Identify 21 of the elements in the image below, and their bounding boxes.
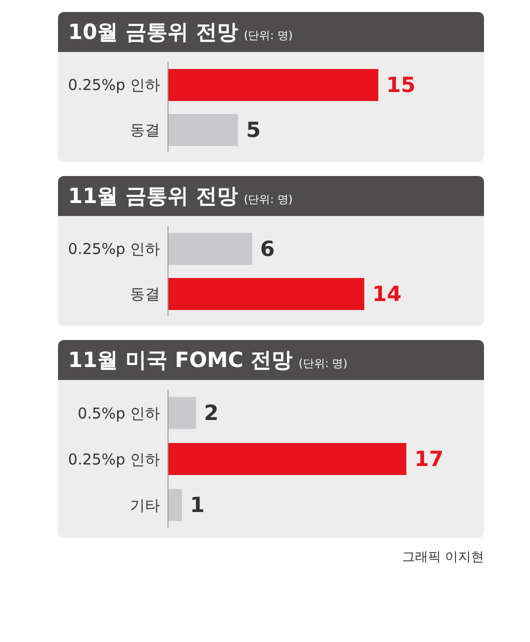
chart-subtitle: (단위: 명) [244, 28, 293, 42]
y-tick-label: 0.25%p 인하 [68, 450, 160, 468]
chart-subtitle: (단위: 명) [244, 192, 293, 206]
chart-subtitle: (단위: 명) [298, 356, 348, 370]
data-label: 5 [246, 118, 261, 142]
y-tick-label: 0.5%p 인하 [78, 404, 160, 422]
data-label: 1 [190, 493, 205, 517]
chart-title: 11월 금통위 전망 [68, 183, 238, 210]
data-label: 15 [386, 73, 416, 97]
y-tick-label: 동결 [130, 284, 160, 303]
y-tick-label: 기타 [130, 496, 160, 514]
chart-title: 10월 금통위 전망 [68, 19, 238, 46]
chart-title: 11월 미국 FOMC 전망 [68, 347, 293, 374]
y-tick-label: 동결 [130, 120, 160, 139]
data-label: 14 [372, 282, 402, 306]
data-label: 2 [204, 401, 219, 425]
y-tick-label: 0.25%p 인하 [68, 76, 160, 94]
data-label: 6 [260, 237, 275, 261]
data-label: 17 [414, 447, 444, 471]
y-tick-label: 0.25%p 인하 [68, 240, 160, 258]
text: 그래픽 이지현 [400, 549, 484, 566]
